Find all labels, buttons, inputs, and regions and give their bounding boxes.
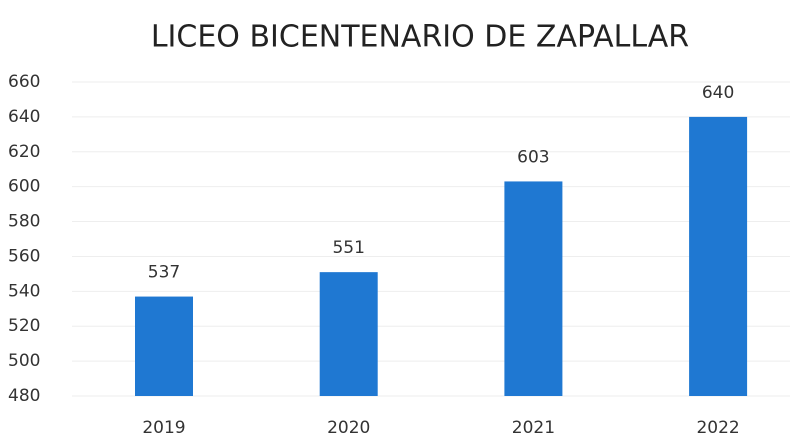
bar — [504, 181, 563, 396]
data-label: 640 — [702, 83, 734, 103]
data-label: 537 — [148, 263, 180, 283]
data-label: 603 — [517, 147, 549, 167]
y-tick-label: 560 — [8, 246, 40, 266]
x-tick-label: 2021 — [512, 418, 555, 438]
y-tick-label: 500 — [8, 351, 40, 371]
x-tick-label: 2020 — [327, 418, 370, 438]
y-tick-label: 660 — [8, 72, 40, 92]
x-tick-label: 2019 — [142, 418, 185, 438]
bar — [135, 296, 193, 396]
bar — [689, 116, 748, 396]
chart-title: LICEO BICENTENARIO DE ZAPALLAR — [151, 20, 689, 55]
data-label: 551 — [332, 238, 364, 258]
y-tick-label: 520 — [8, 316, 40, 336]
y-tick-label: 600 — [8, 177, 40, 197]
bar — [319, 272, 378, 396]
x-tick-label: 2022 — [696, 418, 739, 438]
y-tick-label: 580 — [8, 212, 40, 232]
y-tick-label: 640 — [8, 107, 40, 127]
y-tick-label: 480 — [8, 386, 40, 406]
y-tick-label: 620 — [8, 142, 40, 162]
y-tick-label: 540 — [8, 281, 40, 301]
